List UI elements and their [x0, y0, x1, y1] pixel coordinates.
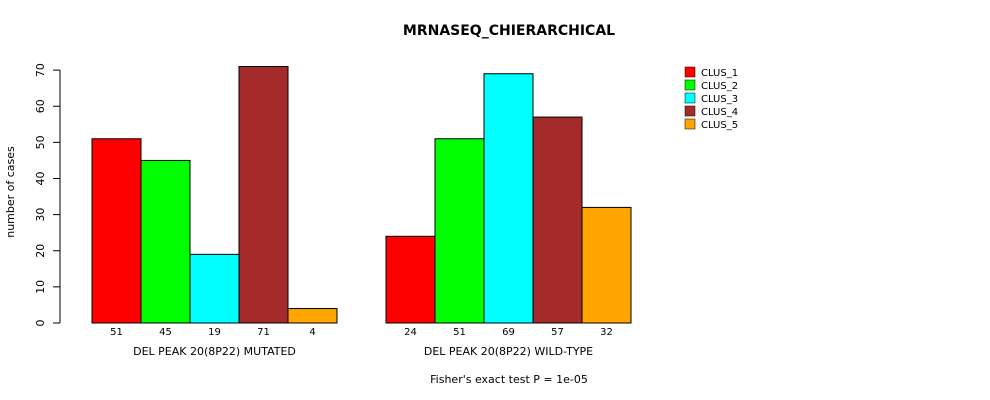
bar-clus-4-mutated — [238, 66, 289, 324]
bar-clus-1-wild-type — [385, 235, 436, 324]
bar-clus-3-wild-type — [483, 73, 534, 324]
count-label: 57 — [551, 327, 564, 338]
chart-title: MRNASEQ_CHIERARCHICAL — [403, 23, 615, 39]
group-label-wild-type: DEL PEAK 20(8P22) WILD-TYPE — [424, 345, 593, 358]
count-label: 51 — [453, 327, 466, 338]
bar-clus-5-wild-type — [581, 206, 632, 324]
count-label: 4 — [309, 327, 315, 338]
legend-label-clus-1: CLUS_1 — [701, 68, 738, 79]
legend-swatch-clus-2 — [684, 79, 696, 91]
bar-clus-2-wild-type — [434, 138, 485, 324]
legend-label-clus-4: CLUS_4 — [701, 107, 738, 118]
count-label: 24 — [404, 327, 417, 338]
group-label-mutated: DEL PEAK 20(8P22) MUTATED — [133, 345, 296, 358]
legend-swatch-clus-1 — [684, 66, 696, 78]
y-tick-label: 0 — [34, 320, 47, 327]
legend-label-clus-5: CLUS_5 — [701, 120, 738, 131]
legend: CLUS_1 CLUS_2 CLUS_3 CLUS_4 CLUS_5 — [684, 66, 738, 131]
bar-clus-2-mutated — [140, 159, 191, 324]
legend-swatch-clus-5 — [684, 118, 696, 130]
bar-clus-3-mutated — [189, 253, 240, 324]
y-tick-label: 50 — [34, 135, 47, 149]
legend-label-clus-2: CLUS_2 — [701, 81, 738, 92]
y-axis-label: number of cases — [4, 146, 17, 238]
legend-swatch-clus-3 — [684, 92, 696, 104]
count-label: 19 — [208, 327, 221, 338]
y-tick-label: 10 — [34, 280, 47, 294]
legend-swatch-clus-4 — [684, 105, 696, 117]
bars — [91, 66, 632, 324]
count-label: 32 — [600, 327, 613, 338]
y-tick-label: 20 — [34, 244, 47, 258]
count-label: 71 — [257, 327, 270, 338]
y-axis: 0 10 20 30 40 50 60 70 — [34, 63, 61, 327]
bar-clus-1-mutated — [91, 138, 142, 324]
group-labels: DEL PEAK 20(8P22) MUTATED DEL PEAK 20(8P2… — [133, 345, 593, 358]
count-labels: 51 45 19 71 4 24 51 69 57 32 — [110, 327, 613, 338]
count-label: 51 — [110, 327, 123, 338]
fisher-test-footnote: Fisher's exact test P = 1e-05 — [430, 373, 588, 386]
bar-clus-4-wild-type — [532, 116, 583, 324]
count-label: 45 — [159, 327, 172, 338]
y-tick-label: 70 — [34, 63, 47, 77]
y-tick-label: 60 — [34, 99, 47, 113]
y-tick-label: 40 — [34, 171, 47, 185]
bar-clus-5-mutated — [287, 308, 338, 324]
y-tick-label: 30 — [34, 208, 47, 222]
legend-label-clus-3: CLUS_3 — [701, 94, 738, 105]
count-label: 69 — [502, 327, 515, 338]
